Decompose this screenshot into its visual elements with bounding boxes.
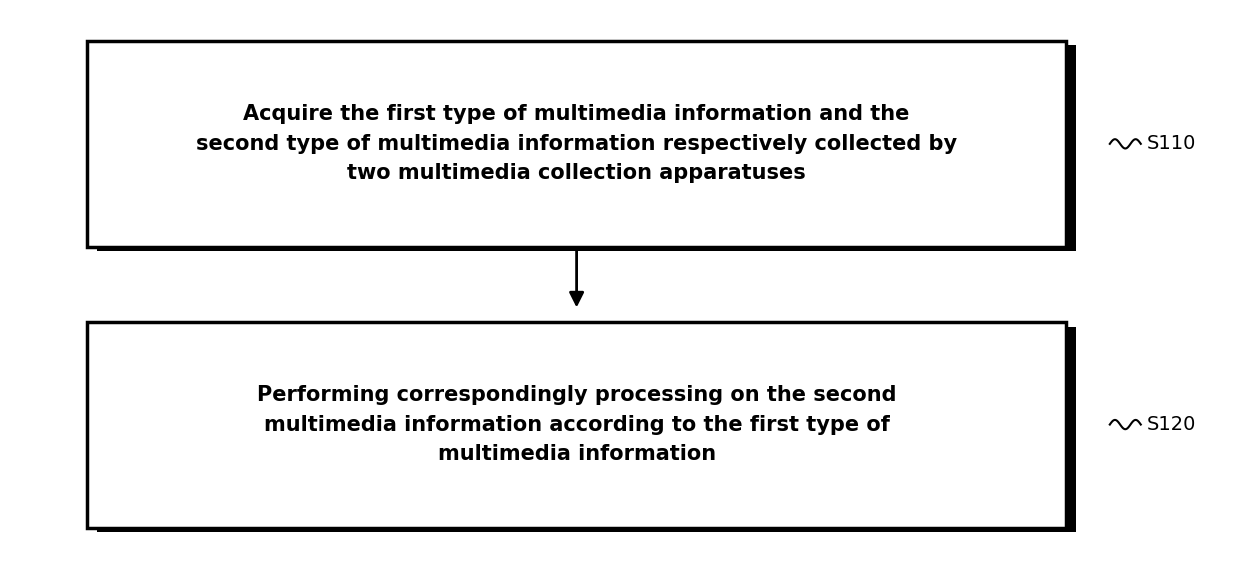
- Text: Performing correspondingly processing on the second
multimedia information accor: Performing correspondingly processing on…: [257, 385, 897, 465]
- Bar: [97, 45, 1076, 251]
- Text: S120: S120: [1147, 415, 1197, 434]
- Bar: [87, 322, 1066, 528]
- Text: S110: S110: [1147, 135, 1197, 153]
- Bar: [97, 327, 1076, 532]
- Bar: [87, 41, 1066, 246]
- Text: Acquire the first type of multimedia information and the
second type of multimed: Acquire the first type of multimedia inf…: [196, 104, 957, 183]
